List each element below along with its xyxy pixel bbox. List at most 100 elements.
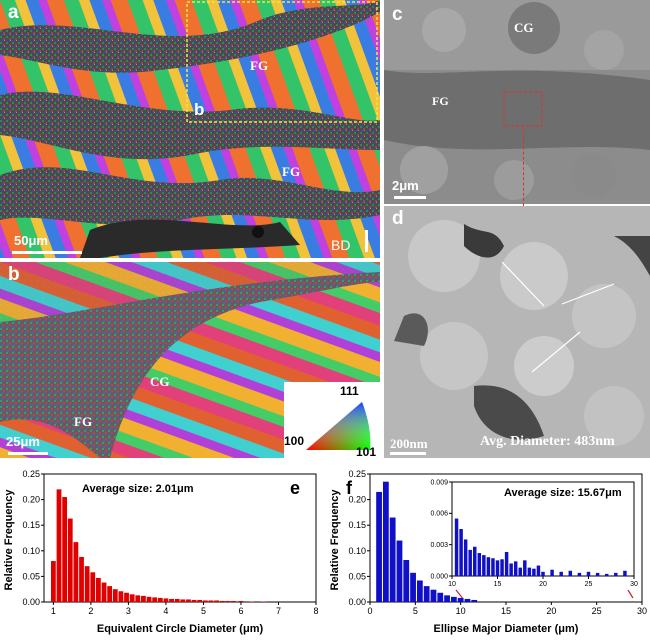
e-bar (101, 582, 107, 602)
sem-image-d: d 200nm Avg. Diameter: 483nm (384, 206, 650, 458)
f-bar (403, 560, 410, 602)
e-x-tick-label: 3 (126, 606, 131, 616)
f-x-tick-label: 0 (367, 606, 372, 616)
inset-x-tick-label: 20 (539, 581, 547, 588)
e-y-tick-label: 0.25 (22, 469, 40, 479)
e-bar (157, 597, 163, 602)
scale-bar (394, 196, 426, 199)
f-bar (410, 572, 416, 602)
panel-label-c: c (392, 4, 403, 25)
inset-bar (518, 567, 522, 576)
e-bar (163, 598, 169, 602)
e-bar (146, 596, 152, 602)
e-bar (129, 594, 135, 602)
inset-x-tick-label: 10 (448, 581, 456, 588)
f-bar (471, 599, 478, 602)
e-bar (225, 600, 231, 602)
panel-label-a: a (8, 2, 19, 23)
inset-bar (614, 572, 618, 576)
scale-bar (390, 452, 426, 455)
scale-bar (8, 452, 48, 455)
e-bar (219, 600, 225, 602)
x-axis-label: Equivalent Circle Diameter (μm) (97, 623, 264, 635)
f-bar (423, 586, 430, 602)
f-bar (396, 540, 403, 602)
inset-bar (523, 560, 527, 576)
average-diameter-label: Avg. Diameter: 483nm (480, 434, 615, 449)
e-bar (135, 595, 141, 602)
region-label-b: b (194, 100, 205, 119)
inset-arrow-left (455, 589, 463, 599)
f-bar (382, 481, 389, 602)
sem-image-c-graphic (384, 0, 650, 204)
inset-bar (500, 559, 504, 576)
f-y-tick-label: 0.25 (348, 469, 366, 479)
e-y-tick-label: 0.05 (22, 571, 40, 581)
inset-bar (477, 553, 482, 576)
e-bar (186, 599, 191, 602)
inset-x-tick-label: 30 (630, 581, 638, 588)
e-bar (50, 561, 56, 602)
inset-x-tick-label: 25 (585, 581, 593, 588)
annotation-fg: FG (432, 94, 449, 108)
e-bar (152, 597, 158, 602)
histogram-e: 1 2 3 4 5 6 7 8 0.00 0.05 0.10 0.15 0.20 0.25 Equivale… (0, 460, 324, 638)
inset-bar (454, 518, 459, 576)
f-bar (457, 597, 464, 602)
inset-bar (532, 568, 536, 576)
inset-bar (468, 549, 472, 576)
scale-label: 25μm (6, 434, 40, 449)
f-x-tick-label: 10 (456, 606, 466, 616)
e-bar (141, 595, 146, 602)
e-bar (238, 600, 244, 602)
zoom-connector-line (523, 126, 525, 206)
histogram-e-svg: 1 2 3 4 5 6 7 8 0.00 0.05 0.10 0.15 0.20 0.25 Equivale… (3, 469, 319, 635)
inset-bar (586, 571, 591, 576)
inset-bar (504, 551, 509, 576)
e-y-tick-label: 0.10 (22, 546, 40, 556)
annotation-cg: CG (514, 20, 534, 35)
e-bar (79, 556, 84, 602)
inset-bar (604, 573, 609, 576)
e-y-tick-label: 0.20 (22, 495, 40, 505)
ipf-triangle-graphic (306, 402, 371, 450)
f-x-tick-label: 25 (592, 606, 602, 616)
inset-bar (536, 565, 541, 576)
f-x-tick-label: 5 (413, 606, 418, 616)
inset-bar (495, 560, 500, 576)
annotation-fg: FG (74, 414, 93, 429)
e-bar (191, 599, 197, 602)
f-bar (450, 596, 457, 602)
histogram-f-svg: 0 5 10 15 20 25 30 0.00 0.05 0.10 0.15 0.20 0.25 Elli… (329, 469, 647, 635)
f-bar (416, 580, 423, 602)
e-x-tick-label: 4 (163, 606, 168, 616)
inset-bar (486, 557, 491, 576)
f-bar (464, 598, 471, 602)
scale-label: 50μm (14, 233, 48, 248)
inset-bar (509, 563, 513, 576)
e-bar (118, 591, 124, 602)
build-direction-arrow (365, 230, 368, 252)
sem-image-d-graphic (384, 206, 650, 458)
e-bar (197, 599, 203, 602)
inset-x-tick-label: 15 (494, 581, 502, 588)
f-bar (430, 589, 437, 602)
e-bar (67, 518, 73, 602)
e-x-tick-label: 8 (313, 606, 318, 616)
inset-bar (595, 572, 600, 576)
average-size-annotation: Average size: 2.01μm (82, 483, 194, 495)
inset-bar (527, 567, 532, 576)
e-x-tick-label: 2 (88, 606, 93, 616)
e-bar (231, 600, 236, 602)
inset-average-size-annotation: Average size: 15.67μm (504, 487, 622, 499)
y-axis-label: Relative Frequency (3, 489, 15, 591)
y-axis-label: Relative Frequency (329, 489, 341, 591)
inset-bar (491, 558, 495, 576)
ipf-color-key: 111 100 101 (284, 382, 380, 458)
annotation-cg: CG (150, 374, 170, 389)
inset-bar (623, 570, 627, 576)
inset-bar (463, 539, 468, 576)
e-bar (180, 599, 186, 602)
scale-label: 200nm (390, 436, 428, 451)
f-bar (437, 592, 444, 602)
